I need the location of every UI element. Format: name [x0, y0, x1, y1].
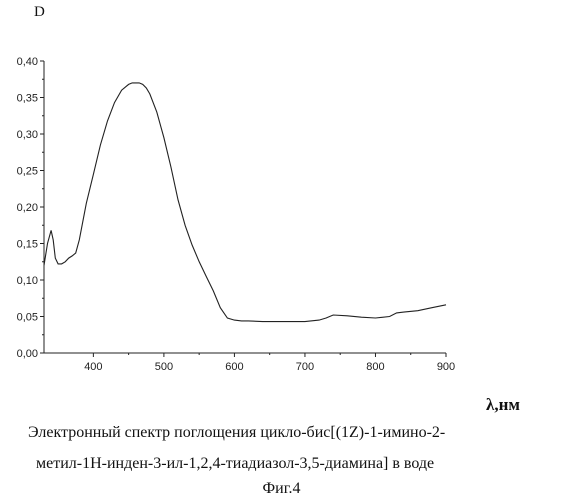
x-tick-label: 400	[84, 361, 102, 373]
y-tick-label: 0,30	[17, 129, 38, 141]
x-tick-label: 900	[437, 361, 455, 373]
y-tick-label: 0,40	[17, 56, 38, 68]
y-tick-label: 0,05	[17, 312, 38, 324]
y-tick-label: 0,00	[17, 348, 38, 360]
absorption-spectrum-chart: D 0,00 0,05 0,10 0,15 0,20 0,25 0,30 0,35 0,40 4…	[0, 0, 563, 420]
x-axis-label: λ,нм	[486, 395, 520, 414]
figure-number: Фиг.4	[0, 480, 563, 498]
spectrum-line	[44, 83, 446, 322]
y-tick-label: 0,10	[17, 275, 38, 287]
x-tick-label: 700	[296, 361, 314, 373]
caption-line-2: метил-1H-инден-3-ил-1,2,4-тиадиазол-3,5-…	[36, 455, 563, 473]
y-tick-label: 0,35	[17, 93, 38, 105]
caption-line-1: Электронный спектр поглощения цикло-бис[…	[28, 424, 563, 442]
x-tick-label: 500	[155, 361, 173, 373]
x-tick-label: 600	[225, 361, 243, 373]
y-tick-label: 0,25	[17, 166, 38, 178]
y-tick-label: 0,20	[17, 202, 38, 214]
y-ticks: 0,00 0,05 0,10 0,15 0,20 0,25 0,30 0,35 0,40	[17, 56, 44, 360]
y-tick-label: 0,15	[17, 239, 38, 251]
y-axis-label: D	[34, 4, 45, 20]
x-tick-label: 800	[366, 361, 384, 373]
x-ticks: 400 500 600 700 800 900	[84, 353, 455, 373]
plot-axes	[44, 61, 446, 353]
